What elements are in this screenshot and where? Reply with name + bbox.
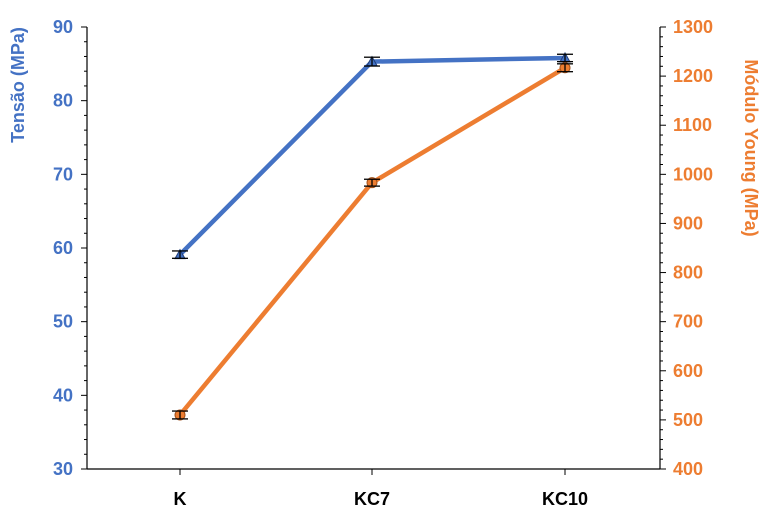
left-tick-label: 60 [53, 238, 73, 258]
right-tick-label: 1300 [673, 17, 713, 37]
series-layer [172, 51, 573, 421]
x-tick-label: KC10 [542, 489, 588, 509]
right-tick-label: 1200 [673, 66, 713, 86]
left-tick-label: 90 [53, 17, 73, 37]
x-tick-label: KC7 [354, 489, 390, 509]
right-tick-label: 700 [673, 312, 703, 332]
left-tick-label: 50 [53, 312, 73, 332]
right-tick-label: 1100 [673, 115, 712, 135]
right-tick-label: 900 [673, 213, 703, 233]
series-1 [172, 62, 573, 421]
series-0 [172, 51, 573, 260]
series-line [178, 65, 567, 417]
axes: 30 40 50 60 70 80 90 400 500 600 700 800 900 1000 1100… [53, 17, 713, 509]
series-line [178, 55, 566, 257]
left-tick-label: 70 [53, 164, 73, 184]
left-tick-label: 30 [53, 459, 73, 479]
right-tick-label: 500 [673, 410, 703, 430]
left-axis-title: Tensão (MPa) [8, 27, 28, 143]
right-tick-label: 400 [673, 459, 703, 479]
x-tick-label: K [174, 489, 187, 509]
right-tick-label: 800 [673, 263, 703, 283]
right-axis-title: Módulo Young (MPa) [741, 59, 761, 236]
left-tick-label: 80 [53, 91, 73, 111]
left-tick-label: 40 [53, 385, 73, 405]
right-tick-label: 600 [673, 361, 703, 381]
right-tick-label: 1000 [673, 164, 713, 184]
